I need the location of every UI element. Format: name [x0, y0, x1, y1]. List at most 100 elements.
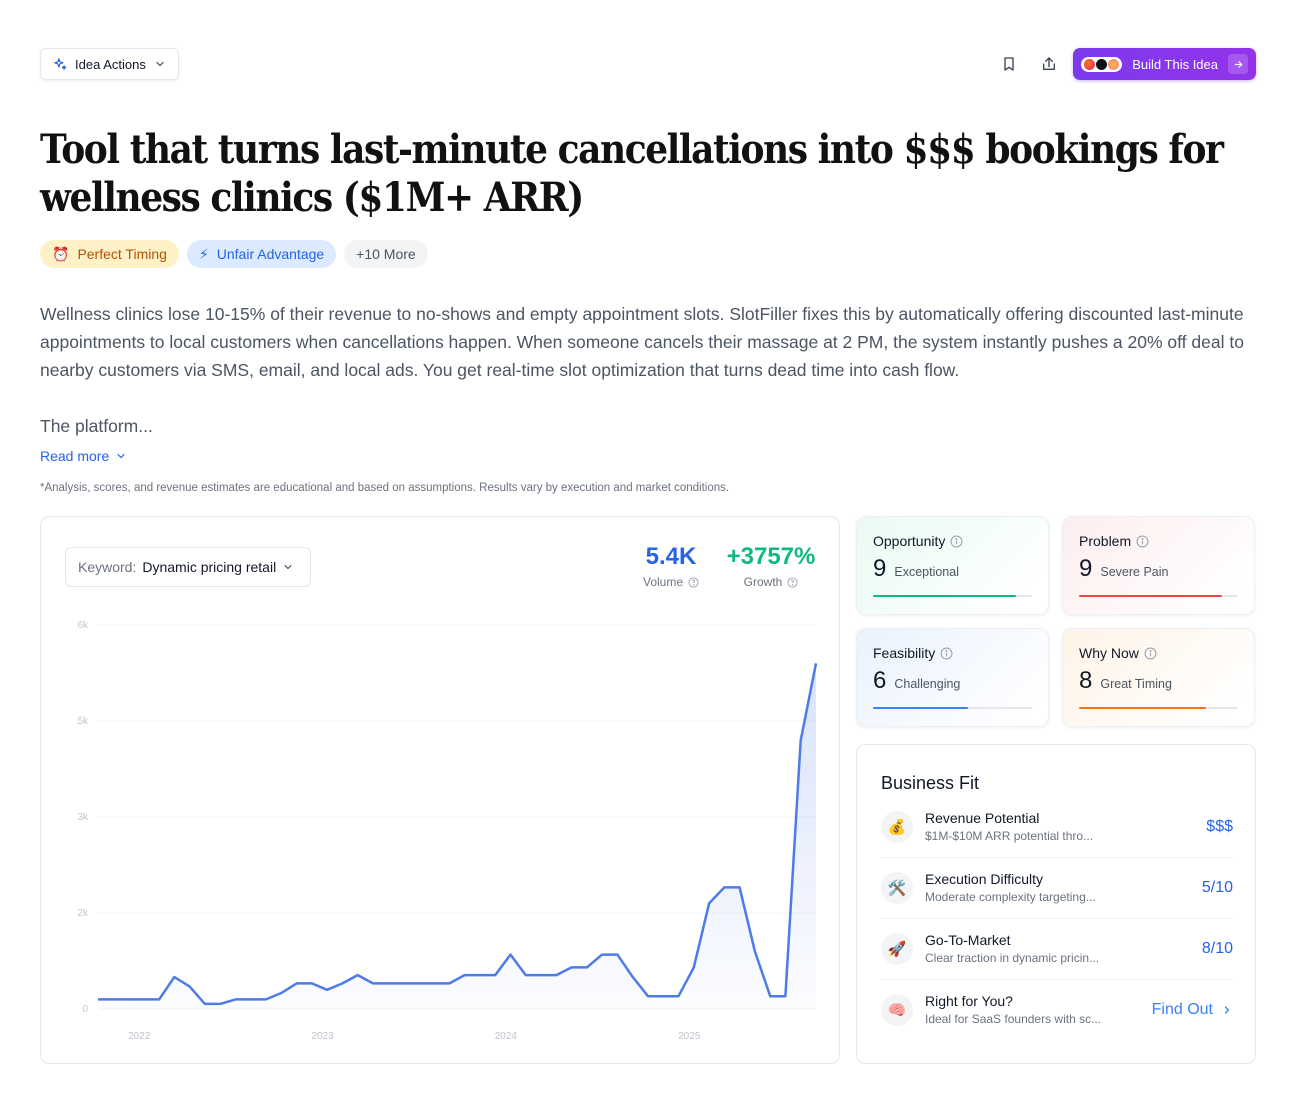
fit-subtitle: $1M-$10M ARR potential thro...	[925, 829, 1094, 843]
score-value-row: 9 Exceptional	[873, 555, 1032, 583]
x-tick-label: 2023	[311, 1031, 334, 1042]
read-more-label: Read more	[40, 448, 110, 464]
chevron-down-icon	[156, 61, 164, 67]
score-value: 6	[873, 667, 887, 694]
partner-logo-icon	[1108, 58, 1120, 70]
score-title-row: Opportunity	[873, 533, 1032, 549]
score-value: 9	[873, 555, 887, 582]
y-tick-label: 3k	[77, 812, 89, 823]
info-icon[interactable]	[940, 647, 953, 660]
partner-logo-icon	[1096, 58, 1108, 70]
find-out-link[interactable]: Find Out	[1152, 1001, 1233, 1019]
business-fit-card: Business Fit 💰 Revenue Potential $1M-$10…	[856, 744, 1256, 1064]
tag-more[interactable]: +10 More	[344, 240, 428, 268]
header-actions: Build This Idea	[989, 48, 1256, 80]
fit-text: Revenue Potential $1M-$10M ARR potential…	[925, 809, 1206, 845]
y-tick-label: 5k	[77, 716, 89, 727]
growth-label-row: Growth	[723, 575, 819, 589]
tag-label: Perfect Timing	[77, 246, 167, 262]
score-bar-track	[1079, 707, 1238, 709]
chevron-down-icon	[117, 453, 125, 459]
fit-subtitle: Moderate complexity targeting...	[925, 890, 1096, 904]
fit-name: Right for You?	[925, 992, 1013, 1009]
fit-row-execution-difficulty[interactable]: 🛠️ Execution Difficulty Moderate complex…	[881, 858, 1233, 919]
score-descriptor: Challenging	[894, 677, 961, 691]
score-card-opportunity[interactable]: Opportunity 9 Exceptional	[856, 516, 1049, 615]
info-icon[interactable]	[1144, 647, 1157, 660]
fit-value: 8/10	[1201, 940, 1233, 957]
tools-icon: 🛠️	[881, 872, 913, 904]
score-title-row: Why Now	[1079, 645, 1238, 661]
partner-logo-icon	[1084, 58, 1096, 70]
chevron-down-icon	[284, 565, 292, 570]
lightning-icon: ⚡	[198, 245, 209, 262]
score-title: Problem	[1079, 533, 1132, 549]
fit-name: Revenue Potential	[925, 810, 1040, 826]
build-this-idea-button[interactable]: Build This Idea	[1073, 48, 1256, 80]
fit-value: 5/10	[1201, 879, 1233, 896]
fit-row-go-to-market[interactable]: 🚀 Go-To-Market Clear traction in dynamic…	[881, 919, 1233, 980]
rocket-icon: 🚀	[881, 933, 913, 965]
score-title: Opportunity	[873, 533, 946, 549]
score-title-row: Feasibility	[873, 645, 1032, 661]
fit-name: Execution Difficulty	[925, 871, 1044, 887]
y-tick-label: 0	[82, 1004, 88, 1015]
score-card-problem[interactable]: Problem 9 Severe Pain	[1062, 516, 1255, 615]
score-bar-track	[1079, 595, 1238, 597]
keyword-label: Keyword:	[78, 559, 137, 575]
disclaimer: *Analysis, scores, and revenue estimates…	[40, 482, 730, 494]
bookmark-button[interactable]	[989, 48, 1029, 80]
score-bar-track	[873, 707, 1032, 709]
score-bar-fill	[1079, 707, 1207, 709]
brain-icon: 🧠	[881, 993, 913, 1026]
help-icon[interactable]	[688, 576, 699, 588]
score-value: 9	[1079, 555, 1093, 582]
build-this-idea-label: Build This Idea	[1132, 56, 1218, 72]
fit-text: Execution Difficulty Moderate complexity…	[925, 870, 1202, 906]
fit-text: Go-To-Market Clear traction in dynamic p…	[925, 931, 1202, 967]
y-tick-label: 2k	[77, 908, 89, 919]
alarm-clock-icon: ⏰	[52, 245, 70, 262]
trend-area	[98, 663, 816, 1009]
growth-label: Growth	[743, 575, 783, 589]
bookmark-icon	[1004, 57, 1014, 71]
tag-unfair-advantage[interactable]: ⚡ Unfair Advantage	[186, 240, 337, 268]
money-bag-icon: 💰	[881, 811, 913, 843]
score-value-row: 8 Great Timing	[1079, 667, 1238, 695]
score-title: Feasibility	[873, 645, 936, 661]
fit-row-right-for-you[interactable]: 🧠 Right for You? Ideal for SaaS founders…	[881, 979, 1233, 1040]
trend-line	[98, 663, 818, 1006]
tag-label: +10 More	[356, 246, 416, 262]
y-tick-label: 6k	[77, 620, 89, 631]
score-title-row: Problem	[1079, 533, 1238, 549]
fit-name: Go-To-Market	[925, 932, 1011, 948]
fit-subtitle: Ideal for SaaS founders with sc...	[925, 1011, 1102, 1026]
sparkle-icon	[54, 58, 67, 70]
score-bar-track	[873, 595, 1032, 597]
score-value-row: 6 Challenging	[873, 667, 1032, 695]
score-value-row: 9 Severe Pain	[1079, 555, 1238, 583]
fit-text: Right for You? Ideal for SaaS founders w…	[925, 992, 1152, 1028]
score-card-why-now[interactable]: Why Now 8 Great Timing	[1062, 628, 1255, 727]
score-card-feasibility[interactable]: Feasibility 6 Challenging	[856, 628, 1049, 727]
volume-label: Volume	[642, 575, 684, 589]
idea-description-more: The platform...	[40, 416, 153, 436]
keyword-select[interactable]: Keyword: Dynamic pricing retail	[65, 547, 311, 587]
help-icon[interactable]	[787, 576, 798, 588]
idea-actions-label: Idea Actions	[75, 56, 146, 72]
tag-perfect-timing[interactable]: ⏰ Perfect Timing	[40, 240, 179, 268]
share-button[interactable]	[1029, 48, 1069, 80]
fit-subtitle: Clear traction in dynamic pricin...	[925, 951, 1100, 965]
top-bar: Idea Actions Build This Idea	[40, 48, 1256, 80]
score-bar-fill	[873, 707, 969, 709]
share-icon	[1043, 57, 1056, 70]
x-tick-label: 2022	[128, 1031, 151, 1042]
score-descriptor: Great Timing	[1100, 677, 1172, 691]
fit-row-revenue-potential[interactable]: 💰 Revenue Potential $1M-$10M ARR potenti…	[881, 797, 1233, 858]
info-icon[interactable]	[1136, 535, 1149, 548]
info-icon[interactable]	[950, 535, 963, 548]
tag-label: Unfair Advantage	[216, 246, 325, 262]
idea-actions-button[interactable]: Idea Actions	[40, 48, 179, 80]
page-title: Tool that turns last-minute cancellation…	[40, 126, 1224, 221]
read-more-link[interactable]: Read more	[40, 448, 127, 464]
